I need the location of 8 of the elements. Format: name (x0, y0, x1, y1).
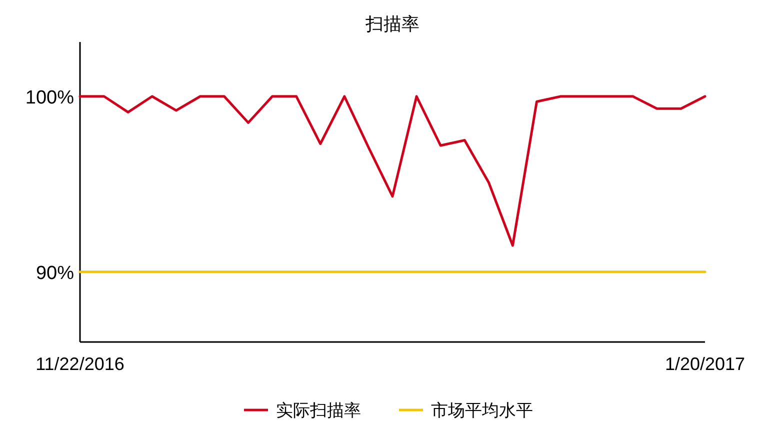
y-tick-label: 90% (36, 262, 74, 284)
legend-label: 市场平均水平 (431, 401, 533, 420)
x-tick-label: 11/22/2016 (36, 354, 124, 374)
chart-title: 扫描率 (364, 14, 420, 34)
y-tick-label: 100% (25, 87, 74, 108)
line-series (78, 95, 706, 247)
legend-label: 实际扫描率 (276, 401, 361, 420)
x-tick-label: 1/20/2017 (664, 354, 746, 374)
